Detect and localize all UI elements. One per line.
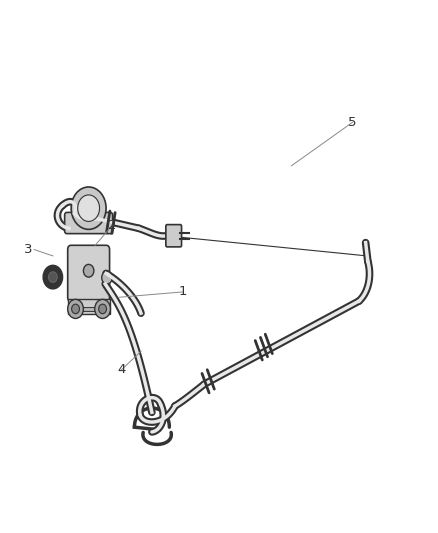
Circle shape: [71, 187, 106, 229]
Circle shape: [95, 300, 110, 318]
Polygon shape: [67, 300, 110, 314]
Circle shape: [78, 195, 99, 221]
Text: 2: 2: [108, 219, 117, 232]
Circle shape: [99, 304, 106, 314]
FancyBboxPatch shape: [64, 213, 113, 233]
Text: 3: 3: [24, 243, 32, 256]
Circle shape: [67, 300, 83, 318]
Text: 5: 5: [347, 116, 356, 129]
Text: 4: 4: [117, 364, 125, 376]
Circle shape: [48, 272, 57, 282]
FancyBboxPatch shape: [67, 245, 110, 302]
FancyBboxPatch shape: [166, 224, 181, 247]
Circle shape: [83, 264, 94, 277]
Circle shape: [71, 304, 79, 314]
Circle shape: [102, 271, 112, 284]
Circle shape: [43, 265, 62, 289]
Text: 1: 1: [178, 286, 186, 298]
